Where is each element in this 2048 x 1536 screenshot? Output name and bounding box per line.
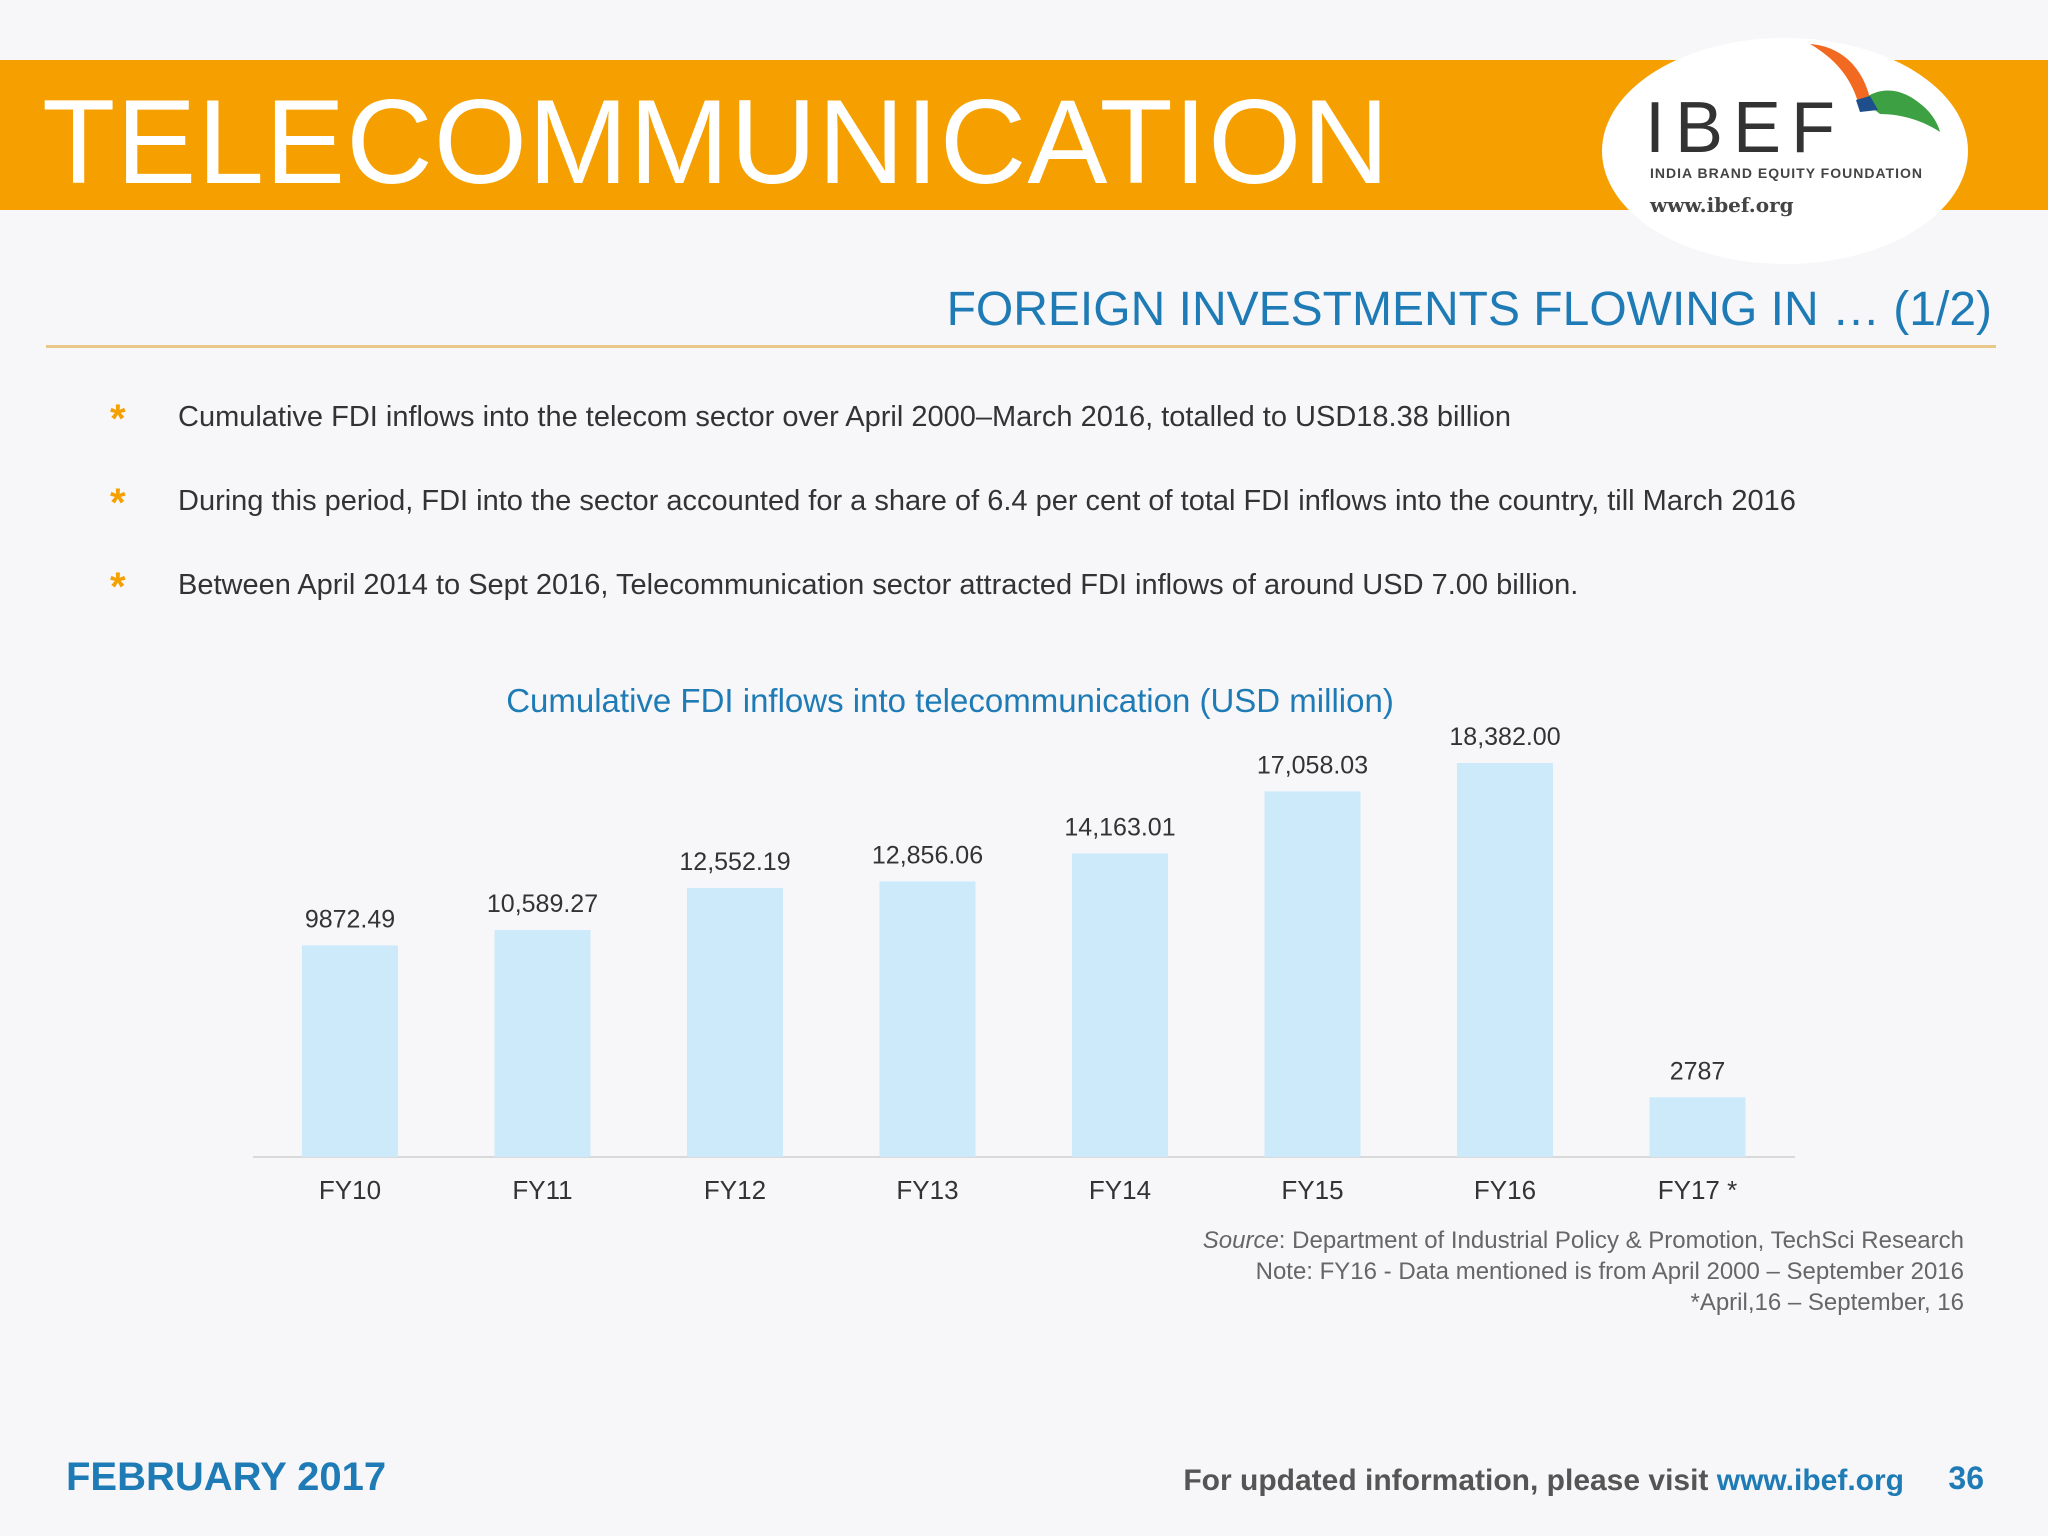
- bar-fy15: [1264, 791, 1361, 1157]
- source-footnote: *April,16 – September, 16: [1690, 1289, 1964, 1316]
- logo-url[interactable]: www.ibef.org: [1650, 193, 1794, 217]
- bullet-item: * Between April 2014 to Sept 2016, Telec…: [110, 565, 1910, 609]
- bar-fy11: [494, 930, 591, 1157]
- data-label: 12,552.19: [679, 848, 790, 876]
- data-label: 12,856.06: [872, 841, 983, 869]
- data-label: 10,589.27: [487, 890, 598, 918]
- data-label: 14,163.01: [1064, 813, 1175, 841]
- ibef-bird-icon: [1810, 44, 1940, 132]
- bar-fy16: [1457, 763, 1553, 1157]
- x-tick-label: FY11: [512, 1175, 572, 1205]
- footer-visit-text: For updated information, please visit: [1183, 1464, 1717, 1497]
- bar-fy12: [687, 887, 783, 1157]
- bar-fy13: [879, 881, 976, 1157]
- bullet-text: During this period, FDI into the sector …: [178, 485, 1796, 517]
- data-label: 17,058.03: [1257, 751, 1368, 779]
- bullet-item: * During this period, FDI into the secto…: [110, 481, 1910, 525]
- bar-fy10: [302, 945, 398, 1157]
- logo-text: IBEF: [1645, 88, 1846, 168]
- data-label: 2787: [1670, 1057, 1726, 1085]
- asterisk-bullet-icon: *: [110, 397, 126, 441]
- source-line: Source: Department of Industrial Policy …: [1203, 1225, 1964, 1256]
- bar-fy17: [1649, 1097, 1746, 1157]
- source-text: : Department of Industrial Policy & Prom…: [1278, 1227, 1964, 1254]
- x-tick-label: FY12: [704, 1175, 766, 1205]
- asterisk-bullet-icon: *: [110, 481, 126, 525]
- source-note: Note: FY16 - Data mentioned is from Apri…: [1255, 1258, 1964, 1285]
- x-tick-label: FY14: [1089, 1175, 1151, 1205]
- x-tick-label: FY10: [319, 1175, 381, 1205]
- asterisk-bullet-icon: *: [110, 565, 126, 609]
- bar-fy14: [1072, 853, 1168, 1157]
- chart-title: Cumulative FDI inflows into telecommunic…: [506, 682, 1394, 719]
- section-title: FOREIGN INVESTMENTS FLOWING IN … (1/2): [946, 283, 1992, 336]
- logo-badge: [1602, 38, 1968, 264]
- page-number: 36: [1948, 1460, 1984, 1496]
- footer-date: FEBRUARY 2017: [66, 1455, 387, 1499]
- data-label: 9872.49: [305, 905, 395, 933]
- footer-visit: For updated information, please visit ww…: [1183, 1464, 1904, 1498]
- bullet-text: Cumulative FDI inflows into the telecom …: [178, 401, 1512, 433]
- bullet-text: Between April 2014 to Sept 2016, Telecom…: [178, 569, 1579, 601]
- source-label: Source: [1202, 1227, 1279, 1254]
- x-tick-label: FY13: [896, 1175, 958, 1205]
- source-notes: Source: Department of Industrial Policy …: [1203, 1225, 1964, 1318]
- bullet-item: * Cumulative FDI inflows into the teleco…: [110, 397, 1910, 441]
- footer-link[interactable]: www.ibef.org: [1716, 1464, 1904, 1497]
- section-divider: [46, 345, 1996, 348]
- logo-subtitle: INDIA BRAND EQUITY FOUNDATION: [1650, 165, 1923, 181]
- x-tick-label: FY17 *: [1658, 1175, 1738, 1205]
- x-tick-label: FY15: [1281, 1175, 1343, 1205]
- page-title: TELECOMMUNICATION: [42, 75, 1391, 209]
- bullet-list: * Cumulative FDI inflows into the teleco…: [110, 397, 1910, 609]
- x-tick-label: FY16: [1474, 1175, 1536, 1205]
- data-label: 18,382.00: [1449, 723, 1560, 751]
